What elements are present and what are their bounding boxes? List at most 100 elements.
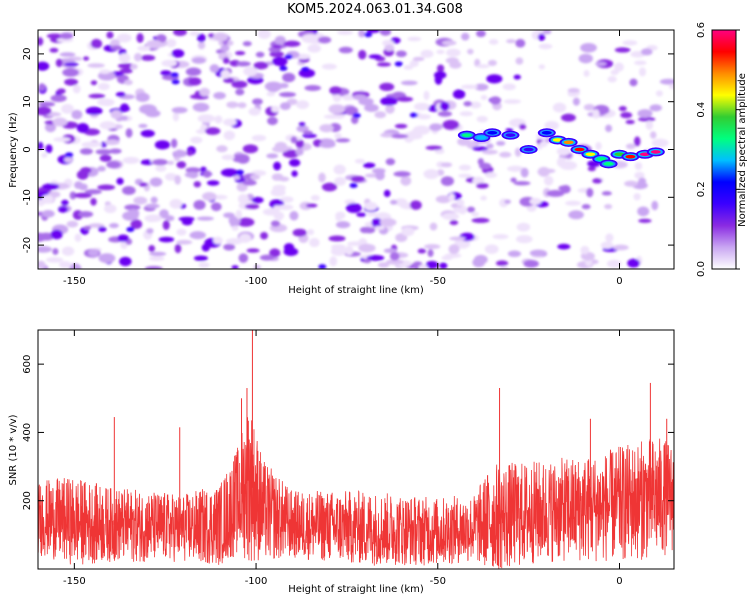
noise-blob: [57, 88, 66, 94]
noise-blob: [271, 105, 280, 113]
noise-blob: [117, 234, 129, 242]
snr-peaks: [113, 330, 668, 528]
noise-blob: [139, 182, 148, 187]
noise-blob: [176, 239, 193, 245]
noise-blob: [259, 254, 275, 261]
noise-blob: [221, 154, 235, 161]
noise-blob: [130, 63, 138, 70]
noise-blob: [446, 48, 461, 57]
noise-blob: [160, 70, 172, 76]
noise-blob: [552, 102, 567, 113]
noise-blob: [79, 148, 93, 155]
noise-blob: [273, 205, 281, 212]
spectrogram-y-ticks: -20 -10 0 10 20: [22, 48, 674, 253]
noise-blob: [90, 80, 98, 86]
noise-blob: [267, 116, 278, 126]
noise-blob: [572, 97, 580, 106]
noise-blob: [38, 61, 50, 71]
noise-blob: [136, 33, 144, 43]
noise-blob: [567, 88, 580, 93]
noise-blob: [243, 66, 258, 77]
noise-blob: [90, 198, 97, 206]
noise-blob: [119, 256, 132, 267]
noise-blob: [429, 222, 438, 231]
noise-blob: [638, 116, 656, 122]
noise-blob: [467, 48, 474, 55]
y-tick-label: 10: [22, 95, 33, 108]
noise-blob: [439, 262, 448, 269]
noise-blob: [38, 200, 45, 207]
noise-blob: [364, 103, 379, 112]
noise-blob: [546, 189, 565, 197]
noise-blob: [510, 177, 517, 183]
noise-blob: [607, 76, 617, 83]
noise-blob: [495, 260, 509, 267]
noise-blob: [83, 225, 92, 231]
y-tick-label: 20: [22, 48, 33, 61]
noise-blob: [166, 160, 175, 165]
colorbar-tick-label: 0.0: [696, 261, 707, 277]
signal-point: [563, 140, 574, 145]
snr-series-line: [38, 417, 674, 569]
noise-blob: [119, 115, 129, 121]
noise-blob: [301, 66, 310, 72]
noise-blob: [624, 180, 638, 187]
noise-blob: [165, 172, 177, 181]
noise-blob: [174, 175, 182, 185]
noise-blob: [130, 219, 143, 230]
noise-blob: [476, 183, 489, 189]
noise-blob: [82, 56, 90, 61]
noise-blob: [516, 222, 531, 232]
noise-blob: [440, 162, 453, 168]
noise-blob: [209, 64, 220, 73]
noise-blob: [225, 238, 243, 245]
noise-blob: [190, 136, 203, 144]
noise-blob: [332, 94, 342, 103]
noise-blob: [515, 57, 524, 65]
noise-blob: [542, 30, 552, 35]
noise-blob: [409, 59, 419, 68]
noise-blob: [614, 47, 631, 53]
noise-blob: [278, 91, 297, 98]
noise-blob: [561, 113, 576, 122]
noise-blob: [442, 212, 460, 221]
noise-blob: [401, 227, 415, 237]
noise-blob: [234, 51, 246, 56]
x-tick-label: -150: [63, 576, 86, 587]
noise-blob: [377, 262, 390, 268]
noise-blob: [641, 48, 653, 56]
noise-blob: [197, 41, 206, 50]
noise-blob: [97, 82, 110, 91]
noise-blob: [95, 149, 113, 155]
noise-blob: [556, 147, 571, 156]
noise-blob: [506, 39, 516, 44]
noise-blob: [368, 54, 382, 59]
noise-blob: [484, 244, 499, 254]
noise-blob: [363, 201, 378, 211]
noise-blob: [165, 38, 177, 48]
noise-blob: [301, 133, 317, 138]
colorbar-tick-label: 0.4: [696, 102, 707, 118]
signal-point: [574, 147, 585, 152]
x-tick-label: 0: [616, 576, 622, 587]
noise-blob: [380, 132, 394, 138]
noise-blob: [634, 162, 643, 171]
noise-blob: [149, 256, 165, 261]
noise-blob: [460, 84, 479, 90]
snr-frame: [37, 329, 675, 570]
noise-blob: [264, 81, 283, 92]
noise-blob: [44, 122, 57, 133]
noise-blob: [580, 42, 597, 53]
spectrogram-signal-track: [457, 128, 665, 169]
noise-blob: [515, 235, 533, 244]
noise-blob: [64, 78, 79, 86]
noise-blob: [655, 90, 663, 97]
noise-blob: [543, 175, 554, 186]
noise-blob: [246, 248, 260, 253]
noise-blob: [606, 259, 622, 268]
noise-blob: [38, 106, 52, 116]
noise-blob: [235, 88, 245, 96]
noise-blob: [449, 220, 459, 226]
spectrogram-y-label: Frequency (Hz): [8, 112, 19, 188]
noise-blob: [253, 264, 261, 269]
